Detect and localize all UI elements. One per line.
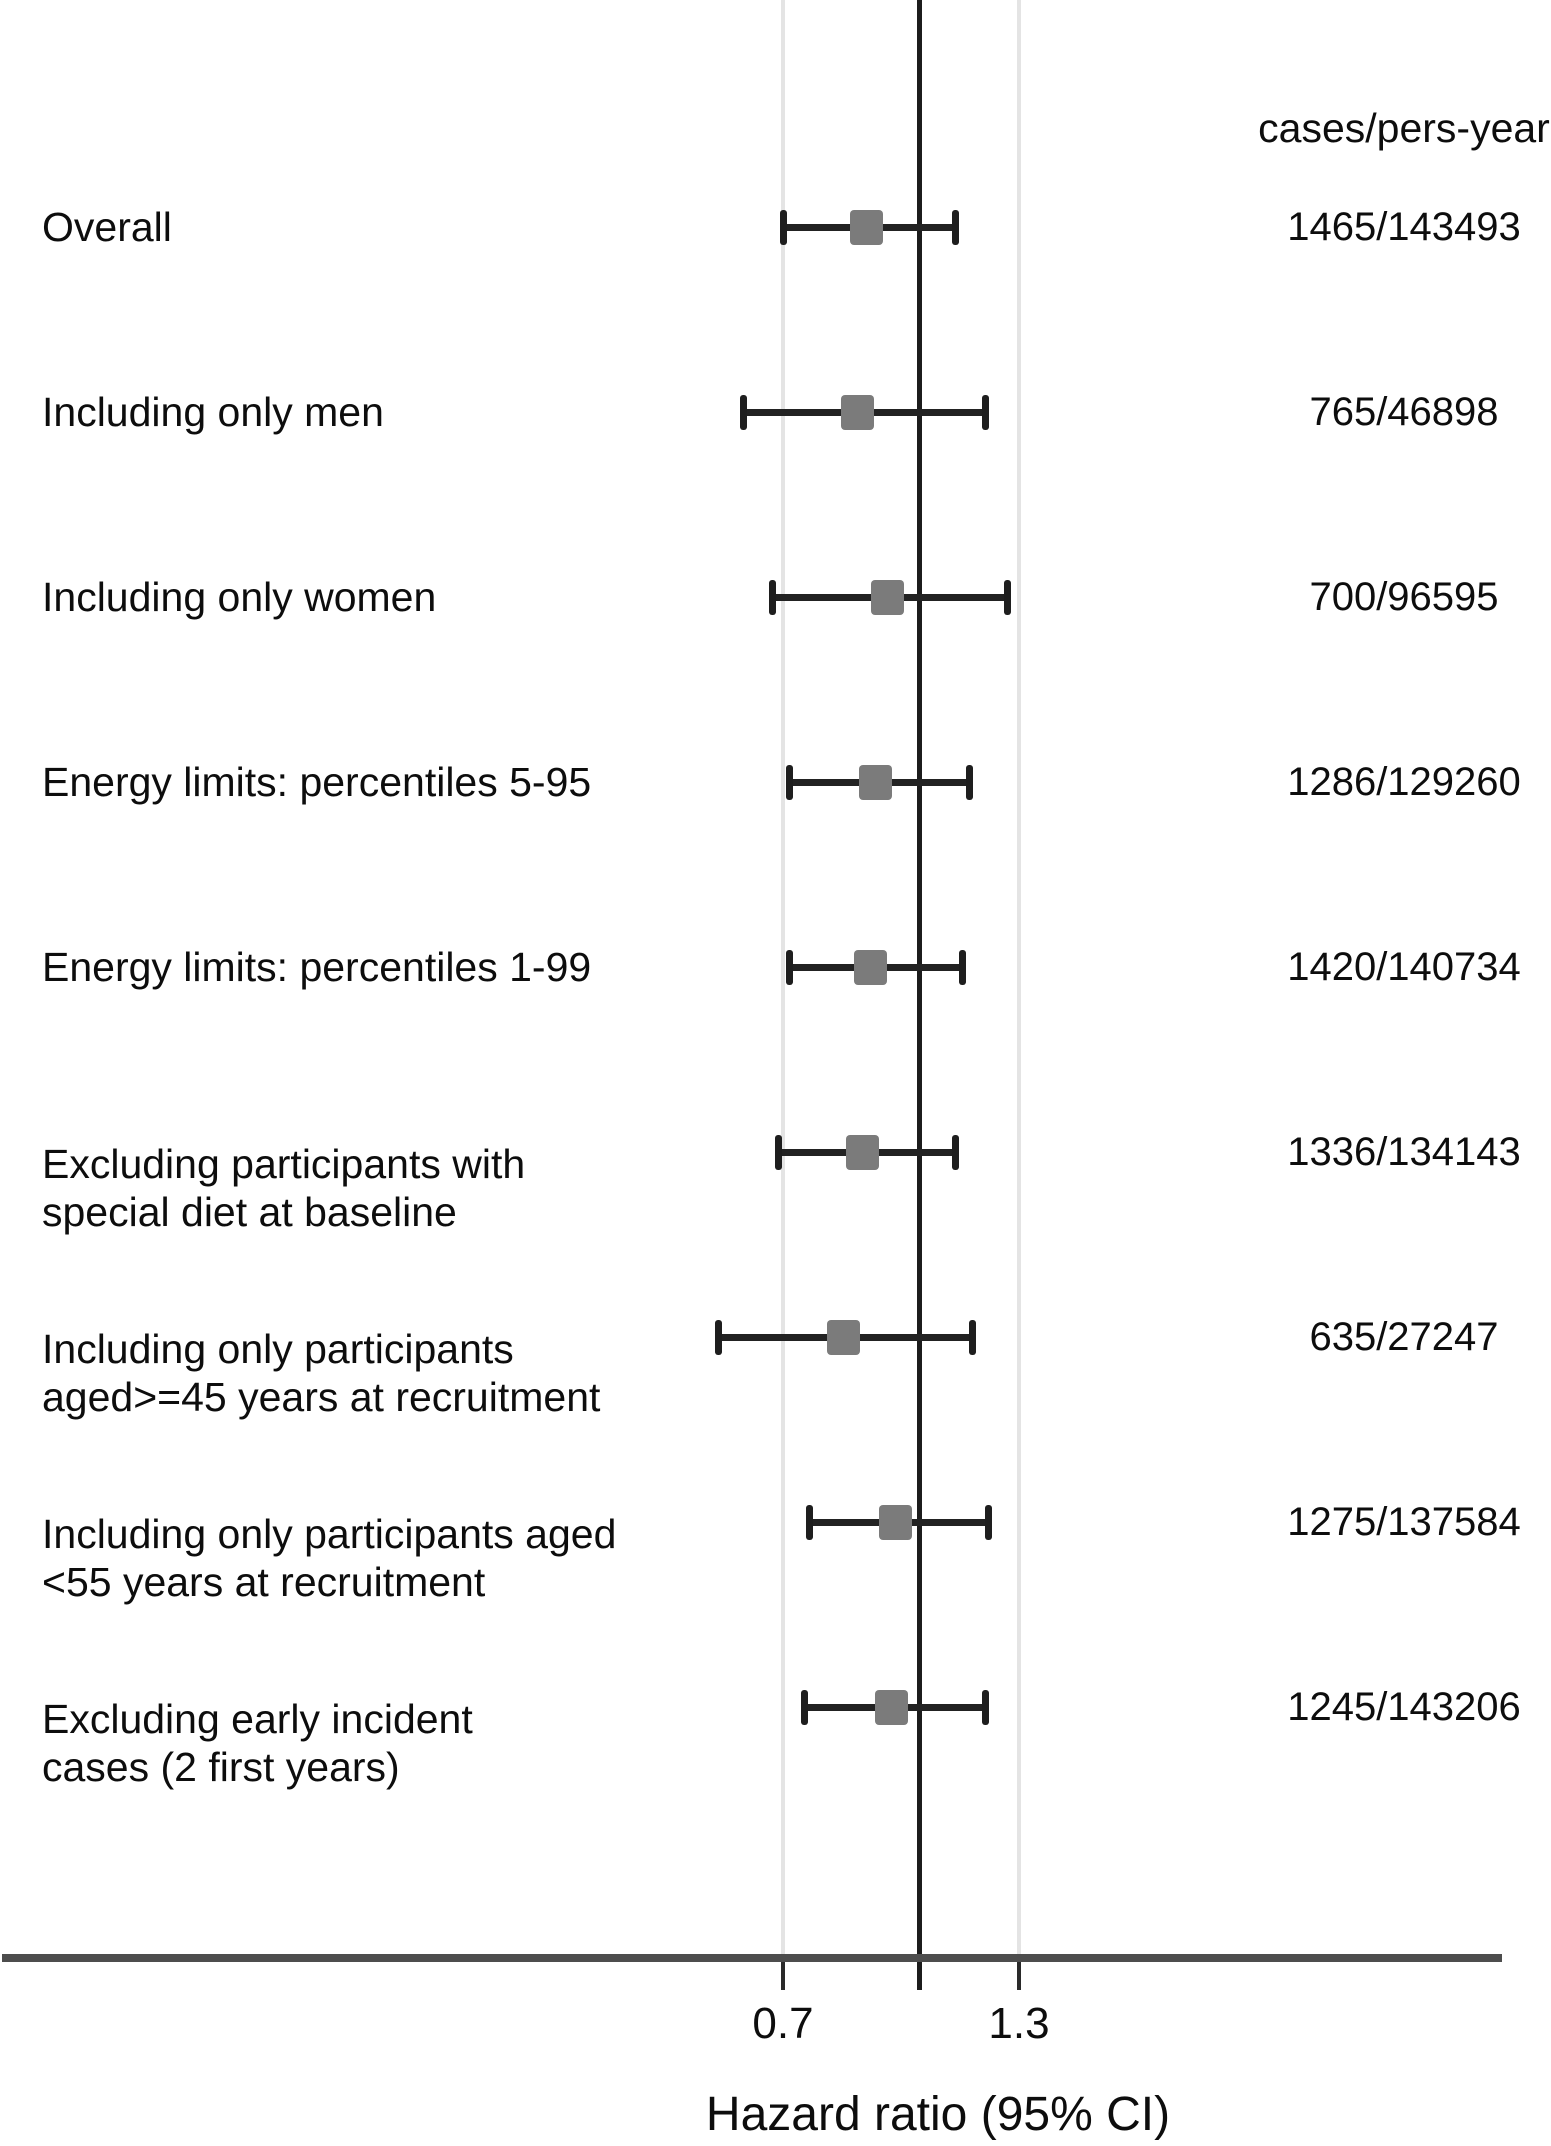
reference-line-1-0	[917, 0, 922, 1990]
gridline-0-7	[781, 0, 785, 1958]
x-axis-line	[2, 1954, 1502, 1962]
ci-cap-right	[959, 950, 966, 985]
ci-cap-right	[982, 395, 989, 430]
ci-cap-right	[966, 765, 973, 800]
ci-cap-right	[952, 210, 959, 245]
ci-cap-left	[715, 1320, 722, 1355]
ci-cap-left	[786, 950, 793, 985]
row-label: Including only participants aged>=45 year…	[42, 1326, 601, 1420]
row-label: Excluding participants with special diet …	[42, 1141, 526, 1235]
row-label: Overall	[42, 204, 172, 250]
hr-marker	[871, 580, 904, 615]
ci-cap-left	[780, 210, 787, 245]
cases-value: 1286/129260	[1287, 760, 1521, 804]
cases-value: 1420/140734	[1287, 945, 1521, 989]
axis-tick-0-7	[781, 1962, 785, 1990]
ci-cap-left	[786, 765, 793, 800]
row-label: Energy limits: percentiles 5-95	[42, 759, 592, 805]
ci-cap-right	[985, 1505, 992, 1540]
axis-tick-1-3	[1017, 1962, 1021, 1990]
cases-value: 635/27247	[1309, 1315, 1499, 1359]
tick-label-1-3: 1.3	[988, 1999, 1050, 2048]
cases-value: 700/96595	[1309, 575, 1499, 619]
row-label: Including only participants aged <55 year…	[42, 1511, 617, 1605]
ci-cap-right	[969, 1320, 976, 1355]
ci-cap-left	[740, 395, 747, 430]
ci-cap-right	[952, 1135, 959, 1170]
gridline-1-3	[1017, 0, 1021, 1958]
hr-marker	[841, 395, 874, 430]
cases-value: 1245/143206	[1287, 1685, 1521, 1729]
tick-label-0-7: 0.7	[752, 1999, 814, 2048]
row-label: Including only women	[42, 574, 437, 620]
ci-cap-right	[982, 1690, 989, 1725]
ci-cap-left	[775, 1135, 782, 1170]
cases-value: 765/46898	[1309, 390, 1499, 434]
row-label: Energy limits: percentiles 1-99	[42, 944, 592, 990]
cases-value: 1275/137584	[1287, 1500, 1521, 1544]
hr-marker	[859, 765, 892, 800]
hr-marker	[850, 210, 883, 245]
hr-marker	[854, 950, 887, 985]
ci-cap-left	[769, 580, 776, 615]
cases-column-header: cases/pers-year	[1258, 105, 1550, 151]
row-label: Excluding early incident cases (2 first y…	[42, 1696, 473, 1790]
row-label: Including only men	[42, 389, 384, 435]
ci-cap-right	[1004, 580, 1011, 615]
hr-marker	[879, 1505, 912, 1540]
cases-value: 1336/134143	[1287, 1130, 1521, 1174]
hr-marker	[875, 1690, 908, 1725]
cases-value: 1465/143493	[1287, 205, 1521, 249]
hr-marker	[827, 1320, 860, 1355]
ci-cap-left	[806, 1505, 813, 1540]
hr-marker	[846, 1135, 879, 1170]
x-axis-title: Hazard ratio (95% CI)	[705, 2088, 1171, 2141]
ci-cap-left	[801, 1690, 808, 1725]
